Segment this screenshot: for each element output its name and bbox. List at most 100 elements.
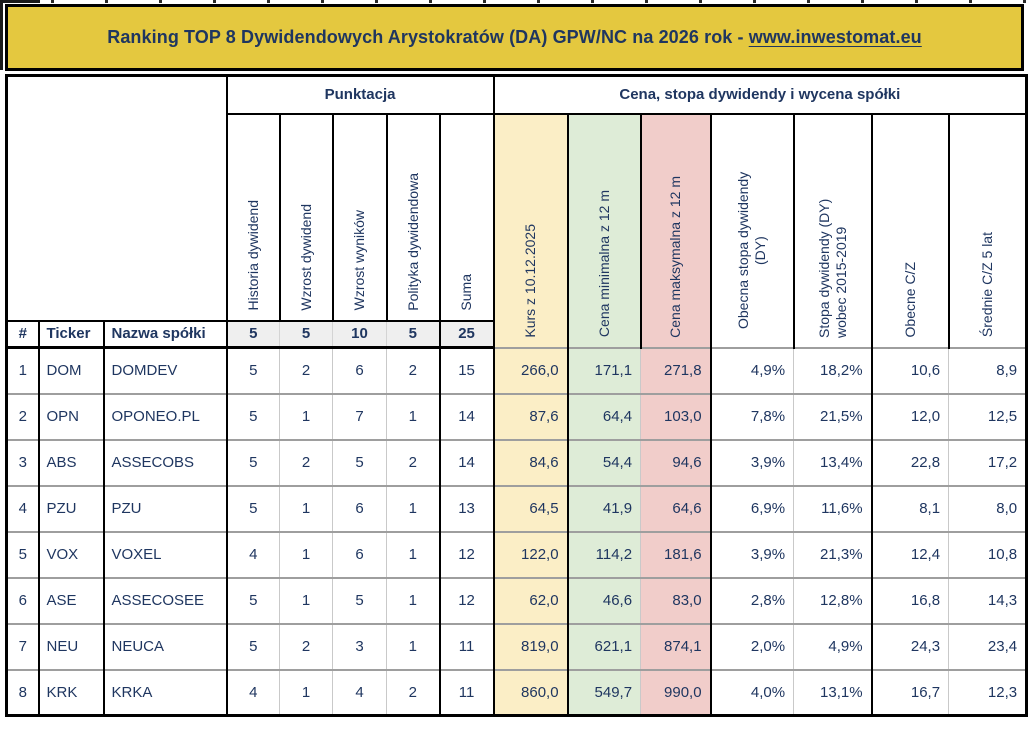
cena-min-cell: 114,2 xyxy=(566,530,641,578)
rank-cell: 6 xyxy=(6,576,39,624)
page-title: Ranking TOP 8 Dywidendowych Arystokratów… xyxy=(107,27,922,48)
table-row: 5 VOX VOXEL 4 1 6 1 12 122,0 114,2 181,6… xyxy=(6,530,1027,578)
col-header-obecna-stopa-dy: Obecna stopa dywidendy (DY) xyxy=(709,112,794,348)
cz5-cell: 12,3 xyxy=(948,668,1027,716)
wzrost-dywidend-cell: 1 xyxy=(279,484,333,532)
name-cell: NEUCA xyxy=(102,622,227,670)
polityka-cell: 1 xyxy=(386,576,440,624)
cz5-cell: 14,3 xyxy=(948,576,1027,624)
cz5-cell: 8,9 xyxy=(948,346,1027,394)
historia-cell: 5 xyxy=(225,392,280,440)
dy-cell: 4,9% xyxy=(709,346,794,394)
historia-cell: 5 xyxy=(225,484,280,532)
ticker-cell: DOM xyxy=(37,346,104,394)
cena-min-cell: 549,7 xyxy=(566,668,641,716)
weight-wzrost-dywidend: 5 xyxy=(279,319,333,349)
dy-hist-cell: 4,9% xyxy=(793,622,872,670)
col-header-name: Nazwa spółki xyxy=(102,319,227,349)
table-row: 2 OPN OPONEO.PL 5 1 7 1 14 87,6 64,4 103… xyxy=(6,392,1027,440)
polityka-cell: 2 xyxy=(386,438,440,486)
wzrost-wynikow-cell: 3 xyxy=(332,622,387,670)
rank-cell: 1 xyxy=(6,346,39,394)
cz5-cell: 12,5 xyxy=(948,392,1027,440)
wzrost-dywidend-cell: 1 xyxy=(279,668,333,716)
wzrost-wynikow-cell: 5 xyxy=(332,438,387,486)
rank-cell: 8 xyxy=(6,668,39,716)
title-text: Ranking TOP 8 Dywidendowych Arystokratów… xyxy=(107,27,749,47)
kurs-cell: 122,0 xyxy=(492,530,568,578)
col-header-cena-maksymalna: Cena maksymalna z 12 m xyxy=(639,112,711,348)
col-header-ticker: Ticker xyxy=(37,319,104,349)
cz5-cell: 17,2 xyxy=(948,438,1027,486)
col-header-rank: # xyxy=(6,319,39,349)
dy-cell: 3,9% xyxy=(709,438,794,486)
cena-min-cell: 171,1 xyxy=(566,346,641,394)
rank-cell: 7 xyxy=(6,622,39,670)
polityka-cell: 1 xyxy=(386,530,440,578)
col-header-cena-minimalna: Cena minimalna z 12 m xyxy=(566,112,641,348)
rotated-label: Cena maksymalna z 12 m xyxy=(667,175,684,338)
cena-max-cell: 181,6 xyxy=(640,530,711,578)
cz-cell: 24,3 xyxy=(870,622,949,670)
cz-cell: 22,8 xyxy=(870,438,949,486)
cena-max-cell: 64,6 xyxy=(640,484,711,532)
wzrost-wynikow-cell: 5 xyxy=(332,576,387,624)
cropped-gridline-ticks xyxy=(0,0,1029,3)
suma-cell: 11 xyxy=(438,668,494,716)
cz5-cell: 10,8 xyxy=(948,530,1027,578)
cena-max-cell: 271,8 xyxy=(640,346,711,394)
suma-cell: 14 xyxy=(438,392,494,440)
kurs-cell: 64,5 xyxy=(492,484,568,532)
col-header-wzrost-dywidend: Wzrost dywidend xyxy=(278,112,333,321)
kurs-cell: 819,0 xyxy=(492,622,568,670)
polityka-cell: 1 xyxy=(386,622,440,670)
dy-cell: 7,8% xyxy=(709,392,794,440)
dy-hist-cell: 21,3% xyxy=(793,530,872,578)
ticker-cell: OPN xyxy=(37,392,104,440)
col-header-wzrost-wynikow: Wzrost wyników xyxy=(331,112,387,321)
wzrost-wynikow-cell: 4 xyxy=(332,668,387,716)
col-header-polityka-dywidendowa: Polityka dywidendowa xyxy=(385,112,440,321)
cz-cell: 8,1 xyxy=(870,484,949,532)
dy-hist-cell: 13,1% xyxy=(793,668,872,716)
rank-cell: 4 xyxy=(6,484,39,532)
dy-cell: 4,0% xyxy=(709,668,794,716)
wzrost-dywidend-cell: 1 xyxy=(279,392,333,440)
inwestomat-link[interactable]: www.inwestomat.eu xyxy=(748,27,922,47)
wzrost-dywidend-cell: 1 xyxy=(279,530,333,578)
cena-min-cell: 46,6 xyxy=(566,576,641,624)
table-row: 6 ASE ASSECOSEE 5 1 5 1 12 62,0 46,6 83,… xyxy=(6,576,1027,624)
rotated-label: Kurs z 10.12.2025 xyxy=(522,223,539,338)
polityka-cell: 1 xyxy=(386,392,440,440)
rotated-label: Wzrost wyników xyxy=(351,210,368,311)
ticker-cell: PZU xyxy=(37,484,104,532)
cz5-cell: 8,0 xyxy=(948,484,1027,532)
rotated-header-row: Historia dywidend Wzrost dywidend Wzrost… xyxy=(7,112,1027,348)
cena-max-cell: 874,1 xyxy=(640,622,711,670)
name-cell: OPONEO.PL xyxy=(102,392,227,440)
ticker-cell: KRK xyxy=(37,668,104,716)
rotated-label: Wzrost dywidend xyxy=(297,203,314,311)
table-row: 8 KRK KRKA 4 1 4 2 11 860,0 549,7 990,0 … xyxy=(6,668,1027,716)
dy-cell: 3,9% xyxy=(709,530,794,578)
rotated-label: Średnie C/Z 5 lat xyxy=(978,232,995,338)
cena-max-cell: 94,6 xyxy=(640,438,711,486)
rotated-label: Stopa dywidendy (DY) wobec 2015-2019 xyxy=(815,198,849,338)
cz-cell: 16,7 xyxy=(870,668,949,716)
cropped-gridline-stub xyxy=(0,0,3,70)
col-header-kurs: Kurs z 10.12.2025 xyxy=(492,112,568,348)
col-header-stopa-dy-wobec: Stopa dywidendy (DY) wobec 2015-2019 xyxy=(792,112,872,348)
cena-min-cell: 621,1 xyxy=(566,622,641,670)
historia-cell: 5 xyxy=(225,438,280,486)
rotated-label: Historia dywidend xyxy=(244,200,261,311)
name-cell: DOMDEV xyxy=(102,346,227,394)
col-header-obecne-cz: Obecne C/Z xyxy=(870,112,949,348)
dy-cell: 2,8% xyxy=(709,576,794,624)
table-row: 4 PZU PZU 5 1 6 1 13 64,5 41,9 64,6 6,9%… xyxy=(6,484,1027,532)
dy-hist-cell: 13,4% xyxy=(793,438,872,486)
suma-cell: 11 xyxy=(438,622,494,670)
historia-cell: 5 xyxy=(225,346,280,394)
weight-wzrost-wynikow: 10 xyxy=(332,319,387,349)
historia-cell: 4 xyxy=(225,530,280,578)
